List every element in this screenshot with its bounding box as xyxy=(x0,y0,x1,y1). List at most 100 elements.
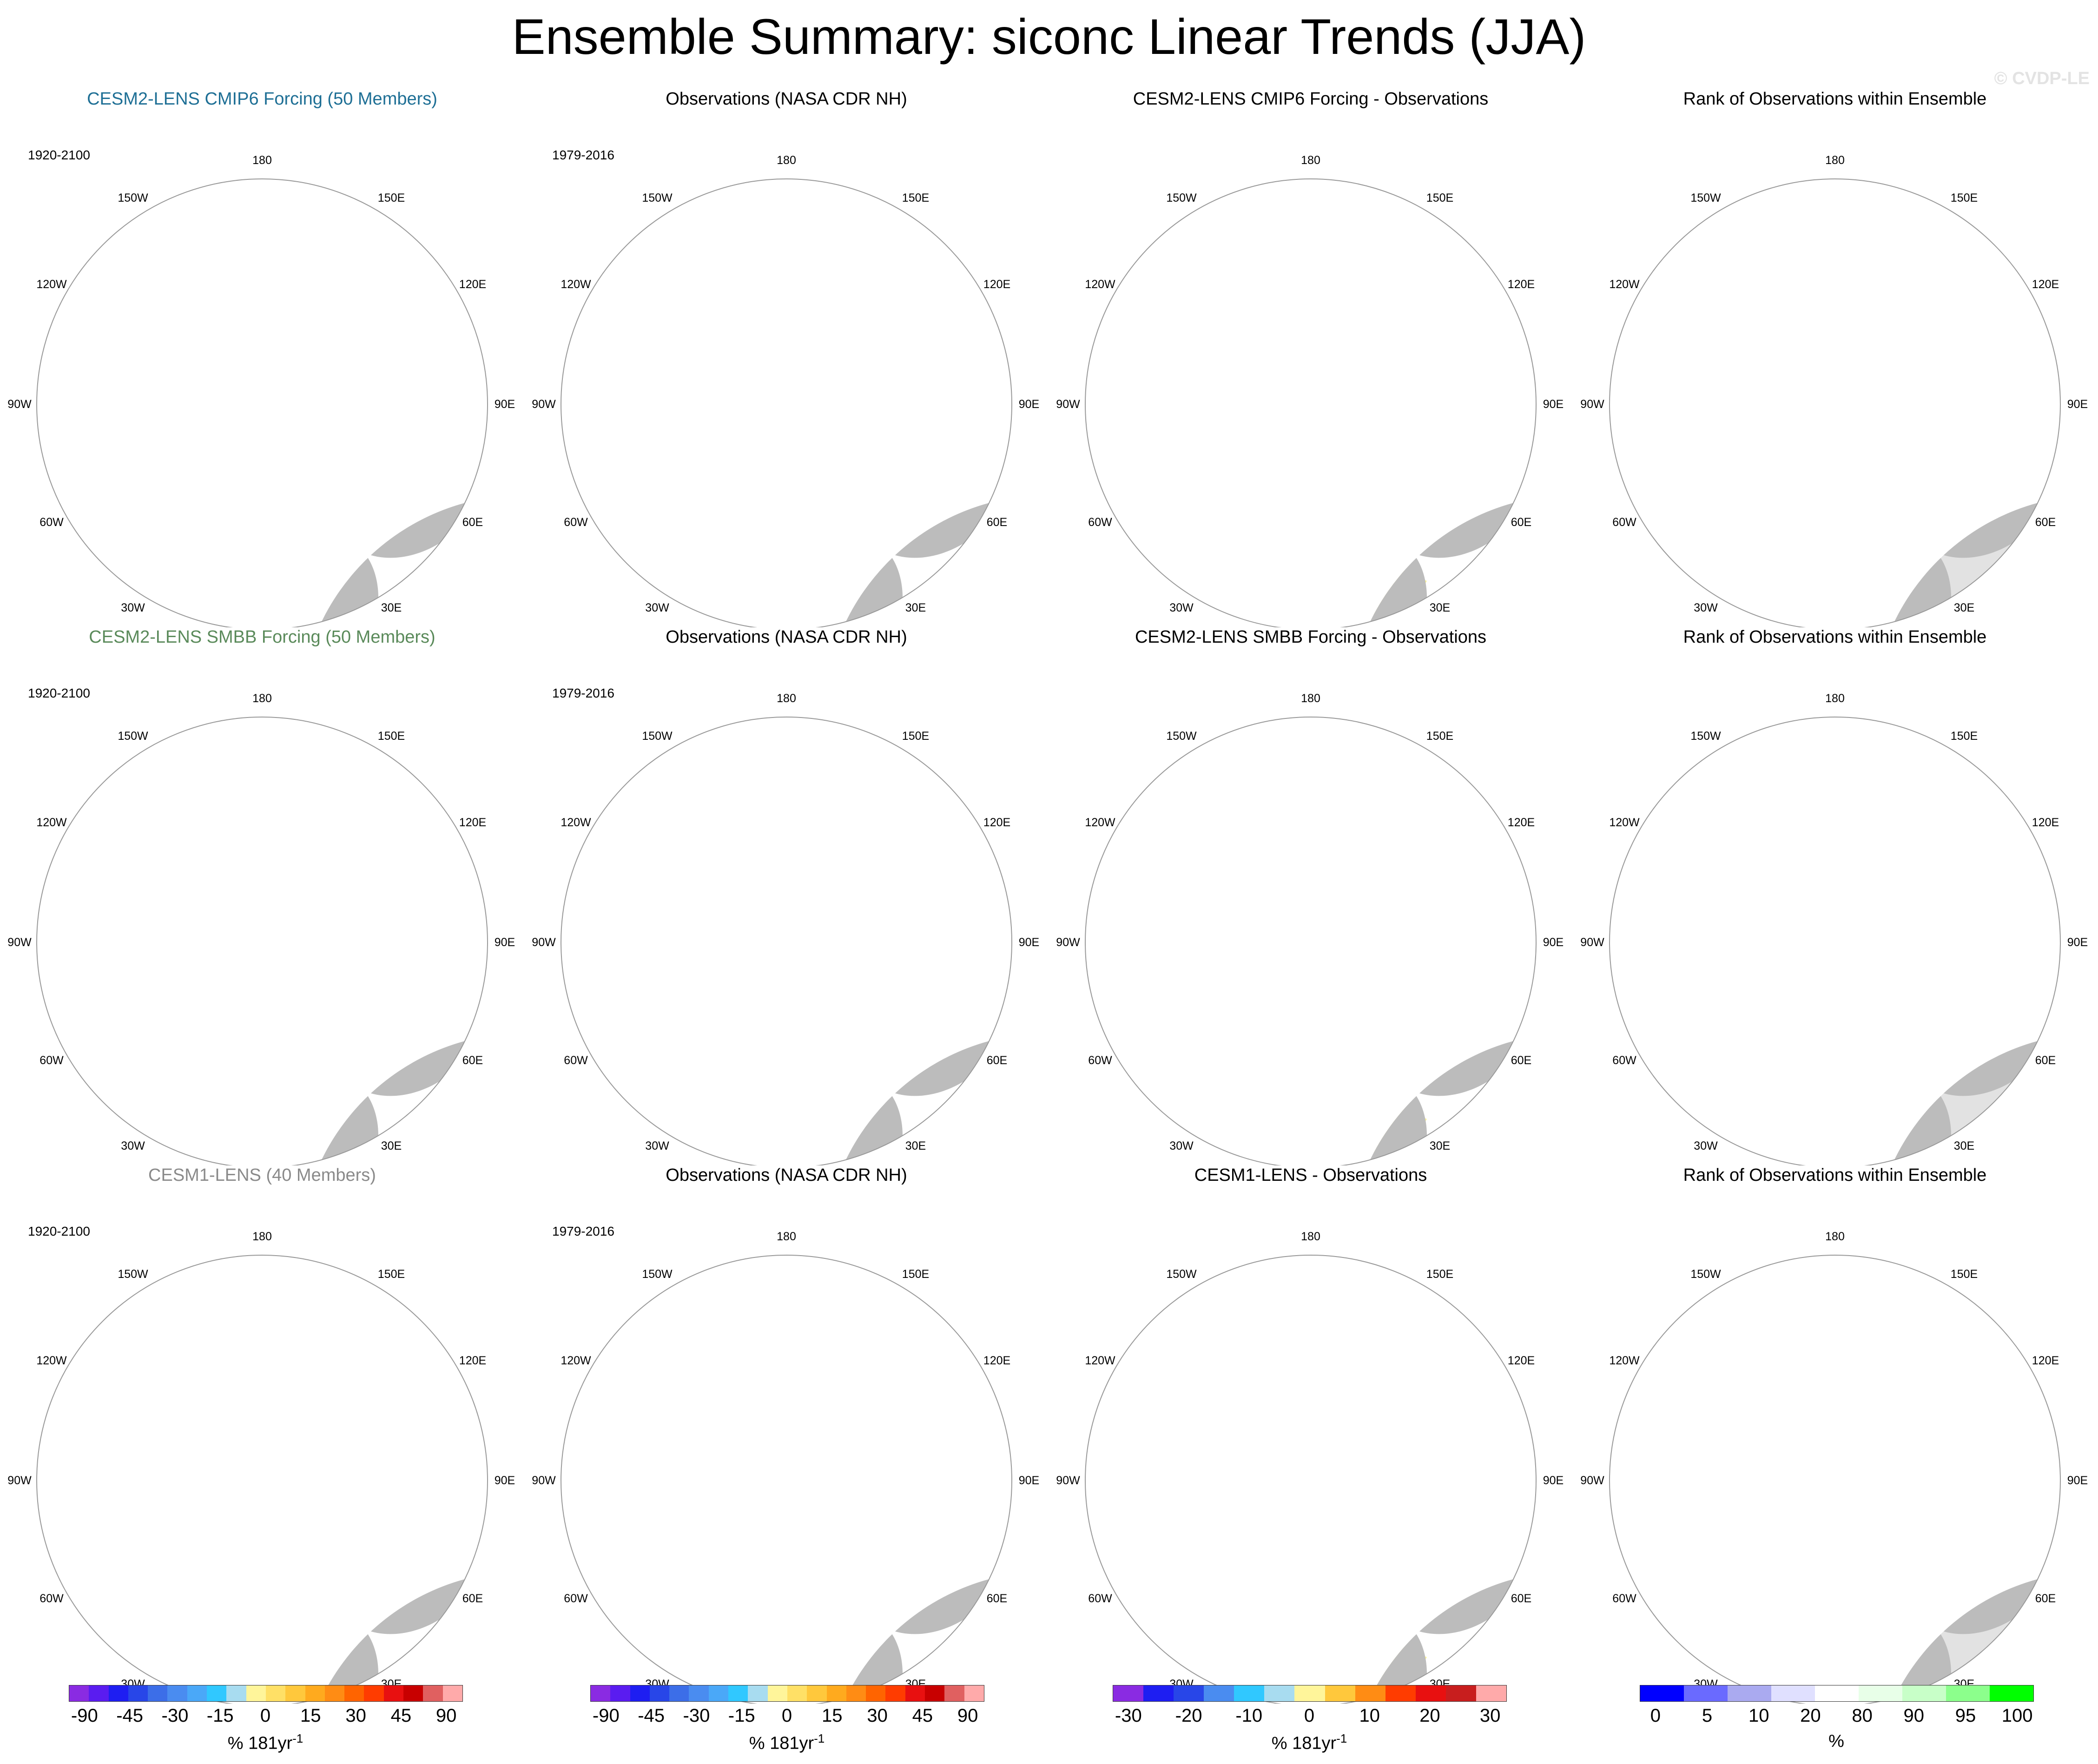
ocean-background xyxy=(823,1571,1012,1704)
map-boundary xyxy=(36,1255,488,1704)
map-boundary xyxy=(1085,717,1537,1165)
longitude-label: 150W xyxy=(118,191,148,204)
colorbar-ticks: -90 -45 -30 -15 0 15 30 45 90 xyxy=(590,1705,983,1728)
colorbar-swatch xyxy=(885,1685,905,1701)
sea-ice-trend-region xyxy=(1754,841,1922,1010)
longitude-label: 60W xyxy=(1088,516,1112,529)
colorbar-units: % 181yr-1 xyxy=(590,1731,983,1754)
panel-title: CESM1-LENS - Observations xyxy=(1194,1165,1427,1185)
longitude-label: 150W xyxy=(118,1268,148,1281)
longitude-label: 60E xyxy=(1511,516,1531,529)
colorbar-tick-label: 20 xyxy=(1419,1705,1440,1726)
ocean-background xyxy=(1347,1033,1536,1165)
longitude-label: 90E xyxy=(2067,1474,2088,1487)
land-mass xyxy=(37,1318,230,1556)
colorbar-tick-label: 95 xyxy=(1955,1705,1976,1726)
sea-ice-trend-region xyxy=(1686,929,1720,963)
colorbar-swatch xyxy=(148,1685,168,1701)
panel-title: Rank of Observations within Ensemble xyxy=(1683,627,1987,647)
sea-ice-trend-region xyxy=(759,1381,825,1422)
longitude-label: 180 xyxy=(1301,154,1320,167)
period-label: 1979-2016 xyxy=(552,1224,614,1238)
period-label: 1920-2100 xyxy=(28,148,90,162)
longitude-label: 30W xyxy=(121,1139,145,1152)
sea-ice-trend-region xyxy=(181,841,349,1010)
longitude-label: 180 xyxy=(777,154,796,167)
colorbar: -90 -45 -30 -15 0 15 30 45 90 % 181yr-1 xyxy=(69,1685,463,1764)
sea-ice-trend-region xyxy=(706,306,873,472)
colorbar-swatch xyxy=(1476,1685,1507,1701)
land-mass xyxy=(1809,1094,1831,1119)
sea-ice-trend-region xyxy=(1276,1261,1422,1332)
colorbar-tick-label: 15 xyxy=(822,1705,843,1726)
sea-ice-trend-region xyxy=(1347,1571,1348,1594)
sea-ice-trend-region xyxy=(837,940,879,993)
colorbar-tick-label: 0 xyxy=(781,1705,792,1726)
colorbar-tick-label: 45 xyxy=(912,1705,933,1726)
colorbar-units-text: % 181yr xyxy=(227,1733,293,1753)
colorbar-swatch xyxy=(383,1685,404,1701)
sea-ice-trend-region xyxy=(105,1005,171,1046)
sea-ice-trend-region xyxy=(210,318,326,400)
sea-ice-trend-region xyxy=(1240,844,1385,993)
colorbar-swatch xyxy=(187,1685,207,1701)
longitude-label: 90W xyxy=(1056,1474,1080,1487)
colorbar-tick-label: -10 xyxy=(1235,1705,1263,1726)
polar-map: 1800150W150E120W120E90W90E60W60E30W30E xyxy=(1056,154,1564,627)
watermark: © CVDP-LE xyxy=(1994,69,2090,88)
colorbar-swatch xyxy=(748,1685,768,1701)
longitude-label: 60E xyxy=(462,1592,483,1605)
longitude-label: 120W xyxy=(1609,278,1640,291)
sea-ice-trend-region xyxy=(1215,421,1230,437)
colorbar-swatch xyxy=(866,1685,886,1701)
sea-ice-trend-region xyxy=(823,1033,916,1073)
land-mass xyxy=(823,1571,1012,1634)
longitude-label: 90W xyxy=(532,398,556,411)
ocean-background xyxy=(299,495,488,627)
colorbar-ticks: -30 -20 -10 0 10 20 30 xyxy=(1113,1705,1506,1728)
land-mass xyxy=(1251,1460,1333,1584)
land-mass xyxy=(299,1033,488,1096)
colorbar-swatches xyxy=(590,1685,984,1702)
land-mass xyxy=(1809,1632,1831,1658)
colorbar-units: % xyxy=(1640,1731,2033,1751)
longitude-label: 150E xyxy=(1951,730,1978,743)
longitude-label: 90E xyxy=(1019,936,1039,949)
map-panel-diff: CESM2-LENS SMBB Forcing - Observations 18… xyxy=(1049,626,1573,1165)
colorbar-swatches xyxy=(1113,1685,1507,1702)
polar-map: 1800150W150E120W120E90W90E60W60E30W30E xyxy=(7,154,515,627)
colorbar-swatch xyxy=(1204,1685,1234,1701)
land-mass xyxy=(299,495,488,558)
sea-ice-trend-region xyxy=(1347,495,1348,518)
land-mass xyxy=(236,556,258,581)
colorbar-swatch xyxy=(403,1685,423,1701)
map-panel-diff: CESM2-LENS CMIP6 Forcing - Observations 1… xyxy=(1049,88,1573,627)
longitude-label: 150W xyxy=(118,730,148,743)
longitude-label: 180 xyxy=(1301,1230,1320,1243)
longitude-label: 180 xyxy=(252,692,272,705)
colorbar-swatch xyxy=(226,1685,246,1701)
sea-ice-trend-region xyxy=(313,1515,365,1569)
land-mass xyxy=(1347,1091,1427,1165)
longitude-label: 60E xyxy=(2035,516,2056,529)
map-panel-diff: CESM1-LENS - Observations1800150W150E120… xyxy=(1049,1165,1573,1704)
colorbar-tick-label: 0 xyxy=(260,1705,271,1726)
longitude-label: 90E xyxy=(495,1474,515,1487)
ocean-background xyxy=(1872,1571,2060,1704)
panel-title: Observations (NASA CDR NH) xyxy=(666,627,907,647)
period-label: 1920-2100 xyxy=(28,686,90,700)
longitude-label: 150E xyxy=(902,730,929,743)
longitude-label: 120W xyxy=(561,1354,591,1367)
land-mass xyxy=(1809,556,1831,581)
colorbar-swatch xyxy=(1234,1685,1265,1701)
colorbar-swatch xyxy=(630,1685,650,1701)
panel-title: Rank of Observations within Ensemble xyxy=(1683,1165,1987,1185)
colorbar-tick-label: -15 xyxy=(206,1705,234,1726)
longitude-label: 60W xyxy=(1088,1054,1112,1067)
map-panel-obs: Observations (NASA CDR NH)1979-201618001… xyxy=(524,88,1049,627)
colorbar-swatches xyxy=(1640,1685,2034,1702)
colorbar-swatch xyxy=(1815,1685,1859,1701)
land-mass xyxy=(299,1091,378,1165)
map-panel-model: CESM1-LENS (40 Members)1920-21001800150W… xyxy=(0,1165,524,1704)
land-mass xyxy=(1775,922,1857,1046)
